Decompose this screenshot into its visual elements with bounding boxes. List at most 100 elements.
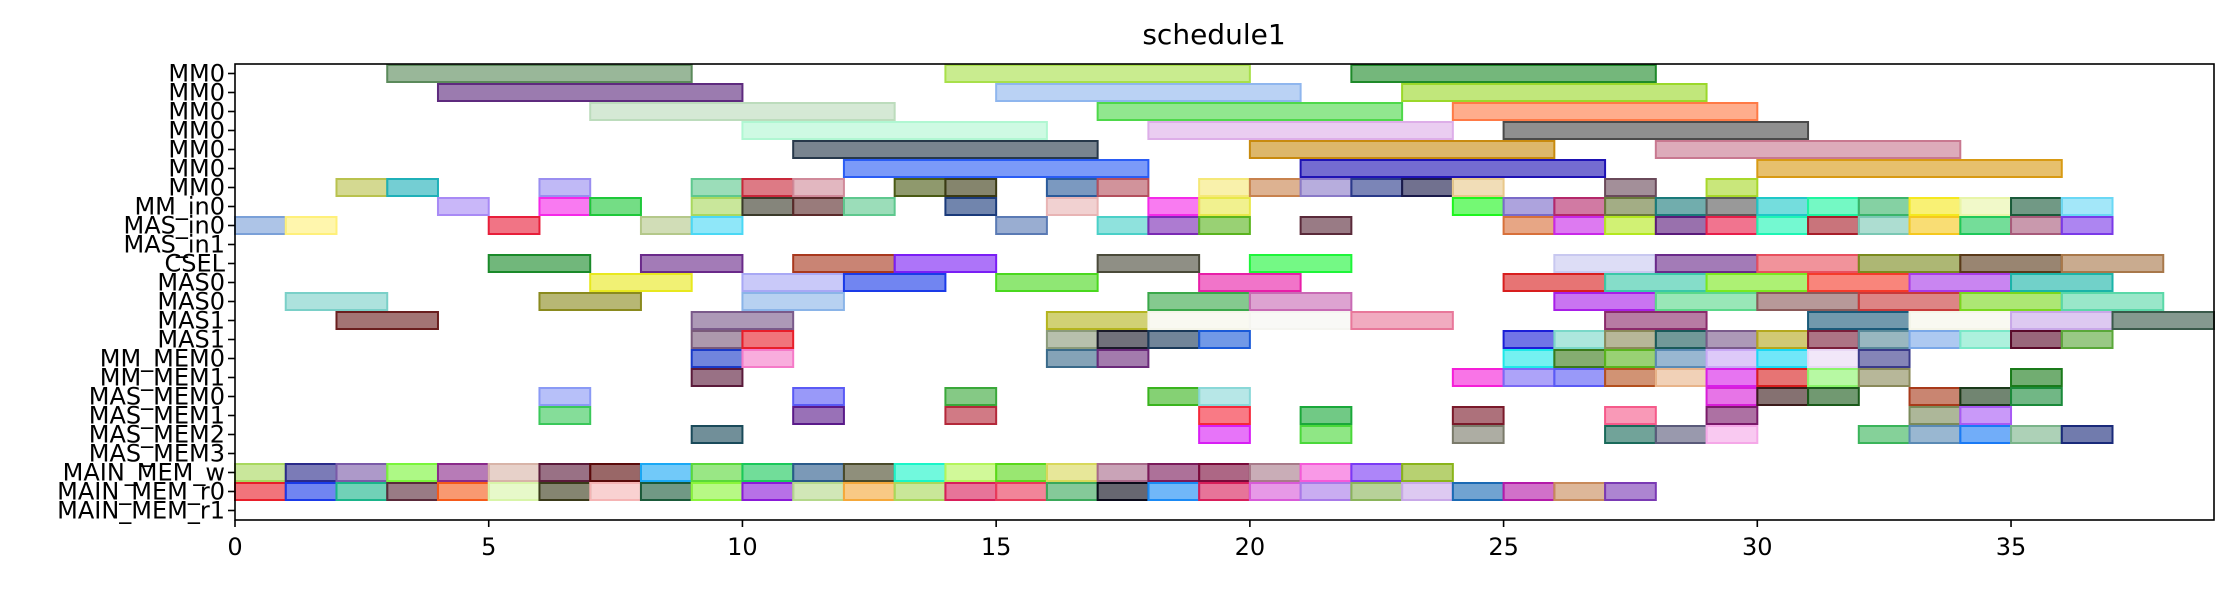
task-bar [284, 463, 338, 482]
task-bar [1908, 330, 1962, 349]
task-bar [1604, 406, 1657, 425]
task-bar [436, 197, 490, 216]
task-bar [1451, 482, 1505, 501]
y-tick-label: MAIN_MEM_w [63, 459, 225, 487]
task-bar [995, 273, 1099, 292]
task-bar [386, 463, 439, 482]
task-bar [1604, 216, 1657, 235]
task-bar [1604, 349, 1657, 368]
task-bar [792, 463, 845, 482]
task-bar [1147, 216, 1201, 235]
task-bar [487, 216, 541, 235]
task-bar [1807, 387, 1860, 406]
task-bar [1096, 463, 1150, 482]
task-bar [1502, 330, 1556, 349]
task-bar [1705, 406, 1759, 425]
x-tick-label: 5 [481, 533, 496, 561]
task-bar [995, 83, 1302, 102]
task-bar [1502, 197, 1556, 216]
task-bar [1553, 330, 1607, 349]
task-bar [1553, 368, 1607, 387]
task-bar [1908, 273, 2013, 292]
task-bar [1959, 387, 2013, 406]
task-bar [1096, 349, 1150, 368]
task-bar [1807, 216, 1860, 235]
task-bar [1198, 482, 1251, 501]
task-bar [1198, 216, 1251, 235]
task-bar [1045, 330, 1099, 349]
task-bar [1248, 254, 1353, 273]
task-bar [2060, 292, 2165, 311]
task-bar [436, 482, 490, 501]
task-bar [1350, 311, 1454, 330]
task-bar [1857, 330, 1911, 349]
task-bar [2010, 216, 2063, 235]
task-bar [1299, 406, 1353, 425]
task-bar [1096, 178, 1150, 197]
y-tick-label: MM0 [168, 155, 225, 183]
task-bar [1096, 254, 1201, 273]
task-bar [1248, 311, 1353, 330]
task-bar [2010, 330, 2063, 349]
task-bar [893, 482, 947, 501]
y-tick-label: MAIN_MEM_r1 [57, 497, 225, 525]
task-bar [690, 197, 744, 216]
y-tick-label: MAS_MEM0 [89, 383, 225, 411]
task-bar [1096, 482, 1150, 501]
task-bar [1604, 330, 1657, 349]
task-bar [234, 482, 287, 501]
task-bar [284, 482, 338, 501]
task-bar [1045, 197, 1099, 216]
task-bar [1705, 197, 1759, 216]
y-tick-label: MM_in0 [134, 193, 225, 221]
task-bar [1147, 311, 1251, 330]
task-bar [335, 178, 389, 197]
task-bar [1857, 368, 1911, 387]
task-bar [1553, 482, 1607, 501]
task-bar [1959, 197, 2013, 216]
task-bar [1553, 292, 1657, 311]
task-bar [1756, 387, 1810, 406]
task-bar [944, 482, 998, 501]
task-bar [690, 216, 744, 235]
task-bar [1553, 197, 1607, 216]
task-bar [1654, 425, 1708, 444]
task-bar [1045, 463, 1099, 482]
task-bar [1756, 216, 1810, 235]
task-bar [690, 349, 744, 368]
y-tick-label: MAS_in0 [123, 212, 225, 240]
task-bar [1705, 216, 1759, 235]
task-bar [995, 216, 1048, 235]
task-bar [1198, 197, 1251, 216]
task-bar [1502, 482, 1556, 501]
task-bar [1604, 197, 1657, 216]
y-tick-label: MAS0 [157, 288, 225, 316]
task-bar [1299, 482, 1353, 501]
task-bar [690, 482, 744, 501]
task-bar [1502, 216, 1556, 235]
task-bar [1908, 311, 2013, 330]
y-tick-label: MAS0 [157, 269, 225, 297]
task-bar [1451, 368, 1505, 387]
y-tick-label: MAS_MEM1 [89, 402, 225, 430]
task-bar [792, 406, 845, 425]
task-bar [1705, 178, 1759, 197]
task-bar [690, 463, 744, 482]
task-bar [1857, 254, 1962, 273]
task-bar [436, 83, 744, 102]
task-bar [589, 273, 693, 292]
task-bar [2010, 368, 2063, 387]
task-bar [1908, 425, 1962, 444]
task-bar [589, 463, 642, 482]
task-bar [1604, 273, 1708, 292]
task-bar [1756, 368, 1810, 387]
task-bar [1147, 482, 1201, 501]
task-bar [1807, 349, 1860, 368]
task-bar [1807, 197, 1860, 216]
task-bar [1807, 311, 1911, 330]
task-bar [538, 197, 592, 216]
task-bar [741, 273, 845, 292]
task-bar [1959, 292, 2063, 311]
task-bar [2111, 311, 2216, 330]
